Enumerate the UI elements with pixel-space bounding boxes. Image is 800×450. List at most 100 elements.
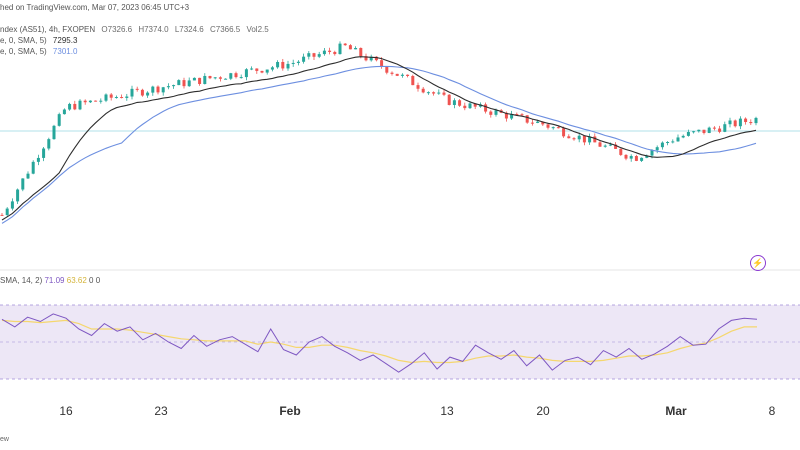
candle-body bbox=[276, 61, 280, 68]
candle-body bbox=[270, 67, 274, 70]
candle-body bbox=[692, 131, 696, 133]
candle-body bbox=[666, 142, 670, 144]
candle-body bbox=[619, 148, 623, 155]
candle-body bbox=[582, 135, 586, 143]
candle-body bbox=[718, 128, 722, 132]
candle-body bbox=[99, 100, 103, 102]
candle-body bbox=[744, 118, 748, 123]
candle-body bbox=[364, 56, 368, 61]
candle-body bbox=[333, 51, 337, 55]
rsi-extra-1: 0 bbox=[89, 276, 94, 285]
candle-body bbox=[411, 75, 415, 86]
candle-body bbox=[520, 114, 524, 116]
candle-body bbox=[551, 127, 555, 129]
candle-body bbox=[374, 56, 378, 61]
candle-body bbox=[707, 127, 711, 134]
x-tick-label: 13 bbox=[440, 404, 454, 418]
candle-body bbox=[406, 74, 410, 76]
candle-body bbox=[172, 85, 176, 87]
candle-body bbox=[473, 103, 477, 107]
candle-body bbox=[73, 103, 77, 110]
candle-body bbox=[47, 139, 51, 149]
lightning-icon[interactable]: ⚡ bbox=[750, 255, 766, 271]
candle-body bbox=[192, 77, 196, 81]
candle-body bbox=[224, 78, 228, 80]
candle-body bbox=[208, 75, 212, 79]
candle-body bbox=[140, 89, 144, 96]
candle-body bbox=[369, 56, 373, 61]
candle-body bbox=[530, 122, 534, 124]
candle-body bbox=[515, 113, 519, 115]
x-tick-label: 16 bbox=[59, 404, 73, 418]
rsi-legend: SMA, 14, 2) 71.09 63.62 0 0 bbox=[0, 276, 100, 285]
candle-body bbox=[510, 113, 514, 119]
candle-body bbox=[655, 147, 659, 151]
candle-body bbox=[291, 62, 295, 64]
candle-body bbox=[567, 136, 571, 139]
candle-body bbox=[5, 208, 9, 215]
candle-body bbox=[421, 88, 425, 93]
candle-body bbox=[556, 127, 560, 129]
candle-body bbox=[307, 53, 311, 57]
candle-body bbox=[629, 156, 633, 159]
candle-body bbox=[213, 77, 217, 79]
ohlc-line: ndex (AS51), 4h, FXOPEN O7326.6 H7374.0 … bbox=[0, 25, 273, 34]
candle-body bbox=[650, 150, 654, 156]
candle-body bbox=[265, 69, 269, 73]
candle-body bbox=[442, 92, 446, 95]
candle-body bbox=[754, 117, 758, 124]
footer-text: ew bbox=[0, 436, 9, 443]
candle-body bbox=[671, 141, 675, 143]
candle-body bbox=[738, 118, 742, 127]
candle-body bbox=[88, 100, 92, 103]
candle-body bbox=[255, 68, 259, 71]
candle-body bbox=[723, 124, 727, 132]
candle-body bbox=[218, 77, 222, 79]
candle-body bbox=[634, 156, 638, 161]
x-tick-label: 8 bbox=[768, 404, 776, 418]
candle-body bbox=[104, 94, 108, 101]
high-value: H7374.0 bbox=[138, 25, 169, 34]
rsi-line bbox=[1, 313, 758, 373]
candle-body bbox=[640, 157, 644, 161]
candle-body bbox=[614, 144, 618, 149]
candle-body bbox=[94, 100, 98, 102]
candle-body bbox=[296, 61, 300, 63]
candle-body bbox=[125, 96, 129, 98]
open-value: O7326.6 bbox=[101, 25, 133, 34]
candle-body bbox=[68, 103, 72, 110]
candle-body bbox=[577, 135, 581, 140]
candle-body bbox=[624, 154, 628, 159]
sma1-label: e, 0, SMA, 5) bbox=[0, 36, 47, 45]
candle-body bbox=[603, 145, 607, 147]
x-tick-label: 20 bbox=[536, 404, 550, 418]
candle-body bbox=[588, 136, 592, 143]
candle-body bbox=[239, 77, 243, 79]
candle-body bbox=[109, 94, 113, 98]
rsi-ma-line bbox=[1, 319, 757, 364]
candle-body bbox=[395, 73, 399, 76]
candle-body bbox=[541, 121, 545, 125]
candle-body bbox=[120, 97, 124, 99]
candle-body bbox=[21, 178, 25, 190]
published-text: hed on TradingView.com, Mar 07, 2023 06:… bbox=[0, 3, 190, 12]
candle-body bbox=[161, 87, 165, 93]
candle-body bbox=[390, 72, 394, 74]
candle-body bbox=[660, 142, 664, 148]
candle-body bbox=[302, 56, 306, 62]
candle-body bbox=[562, 128, 566, 137]
rsi-value: 71.09 bbox=[44, 276, 65, 285]
candles bbox=[0, 41, 758, 217]
candle-body bbox=[359, 47, 363, 57]
candle-body bbox=[229, 73, 233, 79]
candle-body bbox=[593, 136, 597, 143]
candle-body bbox=[83, 100, 87, 103]
candle-body bbox=[151, 86, 155, 93]
candle-body bbox=[328, 50, 332, 52]
candle-body bbox=[598, 142, 602, 147]
candle-body bbox=[16, 189, 20, 202]
candle-body bbox=[177, 80, 181, 86]
candle-body bbox=[536, 121, 540, 123]
sma2-label: e, 0, SMA, 5) bbox=[0, 47, 47, 56]
close-value: C7366.5 bbox=[209, 25, 241, 34]
